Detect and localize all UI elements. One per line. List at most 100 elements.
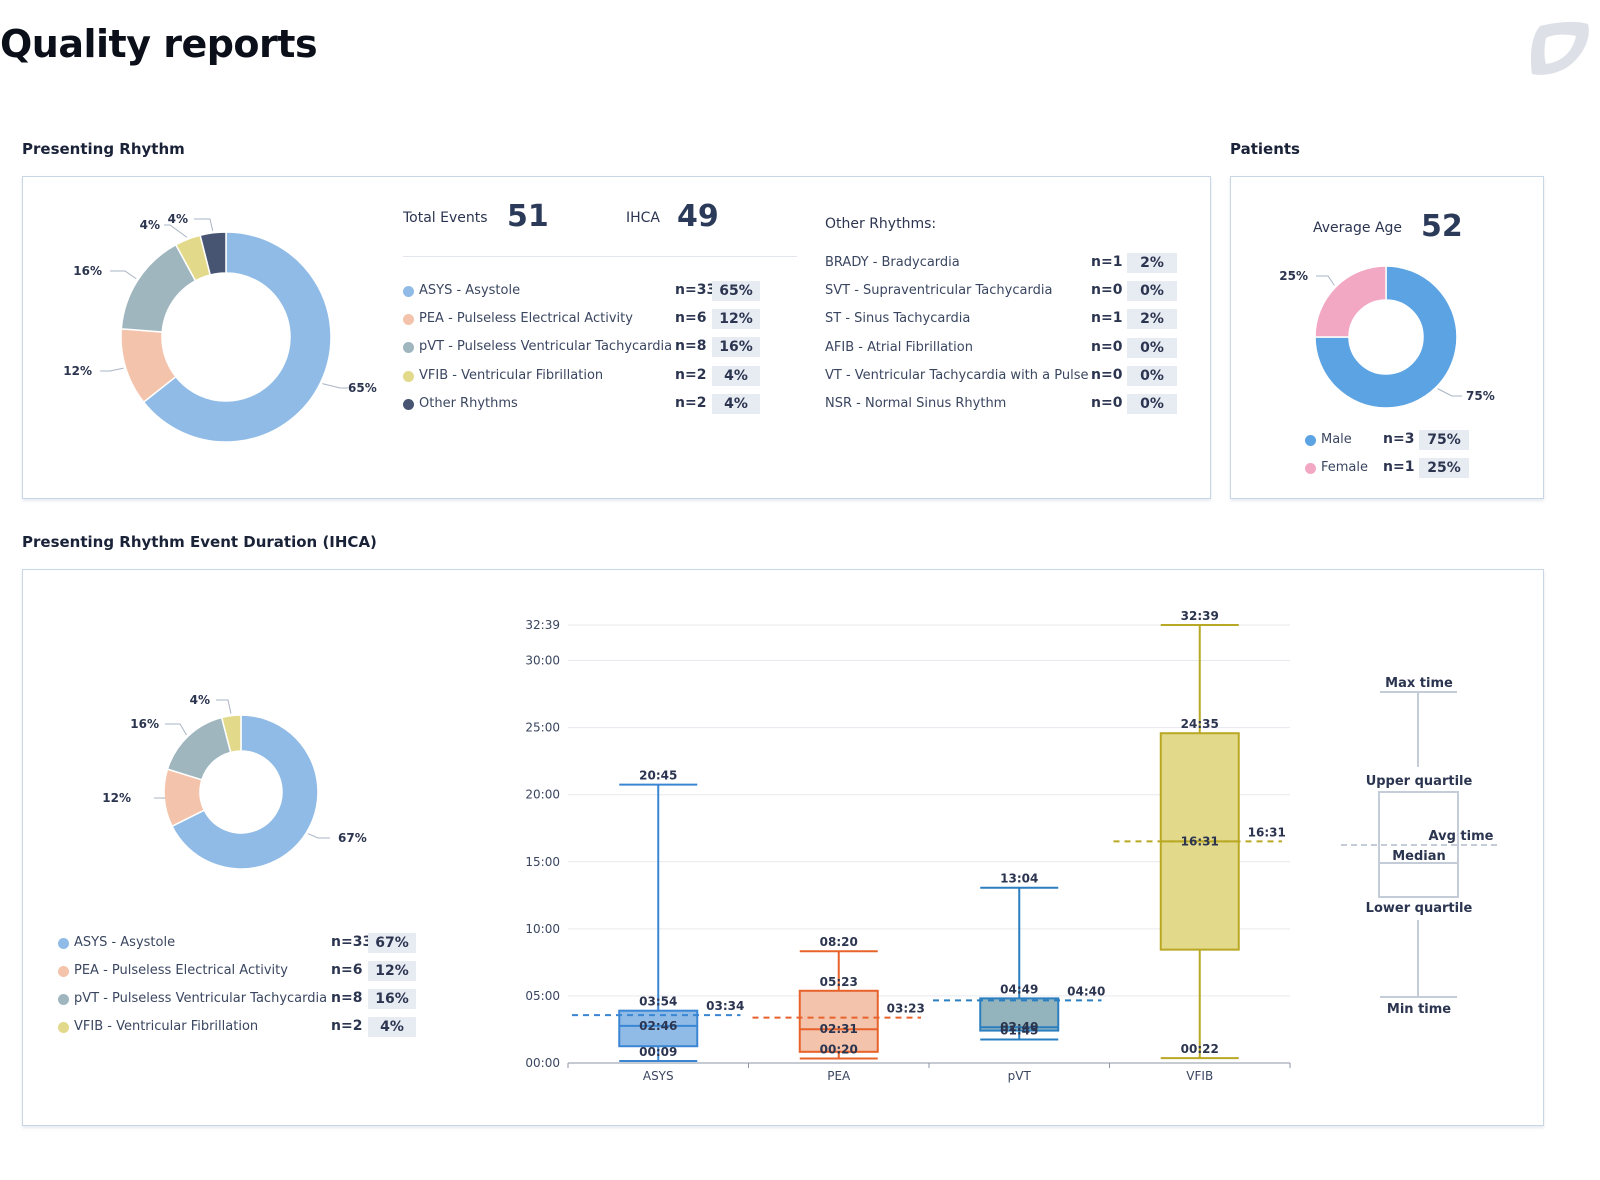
presenting-rhythm-title: Presenting Rhythm xyxy=(22,140,185,158)
rhythm-legend-label: Other Rhythms xyxy=(419,395,518,411)
box-pvt-avg-label: 04:40 xyxy=(1067,984,1105,998)
rhythm-slice-label: 4% xyxy=(168,212,188,226)
patients-legend-dot xyxy=(1305,463,1316,474)
duration-legend-percent: 16% xyxy=(368,989,416,1009)
rhythm-legend-label: PEA - Pulseless Electrical Activity xyxy=(419,311,633,327)
box-vfib-avg-label: 16:31 xyxy=(1248,825,1286,839)
patients-legend-label: Female xyxy=(1321,460,1369,475)
y-tick-label: 32:39 xyxy=(525,618,560,632)
duration-boxplot: 00:00 05:00 10:00 15:00 20:00 25:00 30:00 32:39… xyxy=(525,609,1291,1083)
duration-legend-dot xyxy=(58,1022,69,1033)
y-tick-label: 15:00 xyxy=(525,855,560,869)
patients-legend-dot xyxy=(1305,435,1316,446)
other-rhythm-legend-percent: 2% xyxy=(1127,253,1177,273)
duration-slice-asys xyxy=(171,714,319,870)
y-tick-label: 20:00 xyxy=(525,788,560,802)
duration-legend-dot xyxy=(58,966,69,977)
patients-leader-line xyxy=(1437,388,1462,397)
box-pvt-min-label: 01:45 xyxy=(1000,1024,1038,1038)
box-asys-iqr xyxy=(618,1009,699,1048)
y-tick-label: 05:00 xyxy=(525,989,560,1003)
other-rhythm-legend-label: SVT - Supraventricular Tachycardia xyxy=(825,283,1053,299)
rhythm-legend-dot xyxy=(403,342,414,354)
rhythm-legend-count: n=2 xyxy=(675,394,707,411)
box-asys-avg-label: 03:34 xyxy=(706,999,744,1013)
box-vfib-min-label: 00:22 xyxy=(1181,1042,1219,1056)
other-rhythm-legend-count: n=0 xyxy=(1091,282,1123,299)
average-age-value: 52 xyxy=(1421,209,1463,244)
patients-legend-count: n=3 xyxy=(1383,431,1415,447)
other-rhythm-legend-percent: 0% xyxy=(1127,281,1177,302)
rhythm-legend-dot xyxy=(403,314,414,326)
y-tick-label: 30:00 xyxy=(525,654,560,668)
duration-leader-line xyxy=(216,699,232,714)
box-asys-q3-label: 03:54 xyxy=(639,995,677,1009)
total-events-label: Total Events xyxy=(403,210,488,226)
ihca-value: 49 xyxy=(677,199,719,234)
rhythm-slice-label: 65% xyxy=(348,381,377,395)
key-max-label: Max time xyxy=(1385,676,1453,691)
x-tick-label: pVT xyxy=(1008,1069,1032,1083)
rhythm-legend-count: n=33 xyxy=(675,282,717,298)
other-rhythm-legend-label: BRADY - Bradycardia xyxy=(825,255,960,270)
key-min-label: Min time xyxy=(1387,1002,1451,1017)
key-avg-label: Avg time xyxy=(1429,829,1494,844)
duration-legend-percent: 12% xyxy=(368,961,416,981)
duration-legend-count: n=8 xyxy=(331,990,363,1006)
patients-slice-male xyxy=(1314,265,1458,409)
duration-donut: 67% 12% 16% 4% xyxy=(102,693,367,870)
patients-slice-label: 75% xyxy=(1466,389,1495,403)
key-median-label: Median xyxy=(1392,849,1446,864)
patients-legend-count: n=1 xyxy=(1383,459,1415,475)
box-asys-max-label: 20:45 xyxy=(639,769,677,783)
box-pea-iqr xyxy=(798,989,879,1053)
rhythm-legend-count: n=6 xyxy=(675,310,707,327)
box-vfib-max-label: 32:39 xyxy=(1181,609,1219,623)
box-pea-q3-label: 05:23 xyxy=(820,975,858,989)
other-rhythm-legend-label: VT - Ventricular Tachycardia with a Puls… xyxy=(825,367,1089,383)
duration-legend-label: PEA - Pulseless Electrical Activity xyxy=(74,963,288,978)
other-rhythm-legend-percent: 0% xyxy=(1127,337,1177,358)
duration-legend-percent: 4% xyxy=(368,1017,416,1037)
box-pvt-q3-label: 04:49 xyxy=(1000,982,1038,996)
other-rhythm-legend-percent: 0% xyxy=(1127,394,1177,414)
duration-legend-dot xyxy=(58,938,69,949)
box-pea-min-label: 00:20 xyxy=(820,1043,858,1057)
other-rhythm-legend-count: n=1 xyxy=(1091,254,1123,270)
other-rhythm-legend-label: AFIB - Atrial Fibrillation xyxy=(825,339,973,355)
rhythm-legend-percent: 12% xyxy=(712,309,760,330)
rhythm-legend-label: ASYS - Asystole xyxy=(419,283,521,298)
patients-panel xyxy=(1230,176,1544,499)
patients-legend-percent: 75% xyxy=(1419,430,1469,450)
presenting-rhythm-panel xyxy=(22,176,1211,499)
rhythm-leader-line xyxy=(164,224,188,238)
box-asys-min-label: 00:09 xyxy=(639,1045,677,1059)
other-rhythm-legend-label: NSR - Normal Sinus Rhythm xyxy=(825,396,1007,411)
duration-leader-line xyxy=(165,723,187,736)
box-vfib-q3-label: 24:35 xyxy=(1181,717,1219,731)
boxplot-key: Max time Upper quartile Avg time Median … xyxy=(1341,676,1497,1017)
rhythm-slice-label: 12% xyxy=(63,364,92,378)
other-rhythm-legend-count: n=0 xyxy=(1091,338,1123,355)
duration-legend-dot xyxy=(58,994,69,1005)
rhythm-leader-line xyxy=(100,367,124,372)
duration-legend-label: ASYS - Asystole xyxy=(74,935,176,950)
rhythm-legend-label: pVT - Pulseless Ventricular Tachycardia xyxy=(419,339,673,355)
average-age-label: Average Age xyxy=(1313,220,1403,236)
x-tick-label: VFIB xyxy=(1186,1069,1213,1083)
box-pea-avg-label: 03:23 xyxy=(887,1002,925,1016)
box-pvt-median-label: 02:40 xyxy=(1000,1020,1038,1034)
rhythm-legend-percent: 4% xyxy=(712,365,760,386)
rhythm-legend-dot xyxy=(403,370,414,382)
rhythm-legend-count: n=8 xyxy=(675,338,707,355)
y-tick-label: 00:00 xyxy=(525,1056,560,1070)
patients-legend-label: Male xyxy=(1321,432,1352,447)
rhythm-slice-label: 16% xyxy=(73,264,102,278)
duration-legend-count: n=2 xyxy=(331,1018,363,1034)
rhythm-legend-count: n=2 xyxy=(675,366,707,383)
duration-slice-label: 4% xyxy=(190,693,210,707)
y-tick-label: 25:00 xyxy=(525,721,560,735)
divider xyxy=(403,256,797,257)
x-tick-label: PEA xyxy=(827,1069,851,1083)
rhythm-leader-line xyxy=(110,270,137,280)
